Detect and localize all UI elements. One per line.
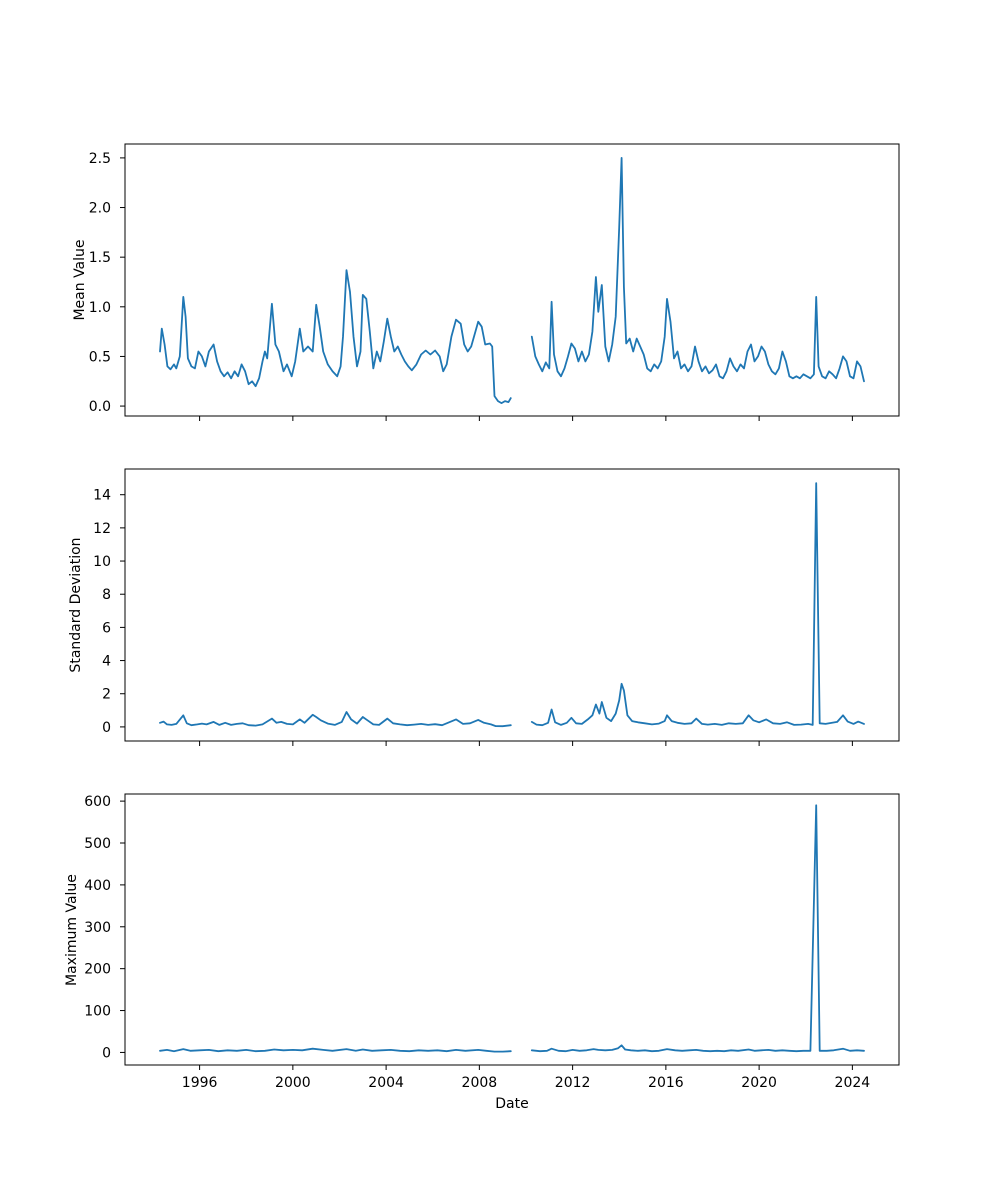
y-tick-label: 4 [102, 654, 111, 670]
data-line-segment-0-1 [530, 156, 865, 383]
x-tick-label: 2004 [368, 1075, 404, 1091]
x-tick-label: 2012 [555, 1075, 591, 1091]
xlabel-date: Date [495, 1096, 528, 1112]
y-tick-label: 0 [102, 1045, 111, 1061]
y-tick-label: 0.0 [89, 399, 111, 415]
data-line-segment-1-0 [159, 711, 512, 728]
data-line-segment-1-1 [530, 482, 865, 727]
y-tick-label: 100 [84, 1004, 111, 1020]
y-tick-label: 200 [84, 962, 111, 978]
data-line-segment-0-0 [159, 269, 512, 405]
x-tick-label: 2000 [275, 1075, 311, 1091]
x-tick-label: 2016 [648, 1075, 684, 1091]
data-line-segment-2-1 [530, 804, 865, 1053]
ylabel-maximum-value: Maximum Value [64, 874, 80, 986]
y-tick-label: 300 [84, 920, 111, 936]
y-tick-label: 2.5 [89, 151, 111, 167]
ylabel-mean-value: Mean Value [72, 239, 88, 320]
y-tick-label: 2 [102, 687, 111, 703]
y-tick-label: 500 [84, 836, 111, 852]
x-tick-label: 2020 [741, 1075, 777, 1091]
y-tick-label: 8 [102, 587, 111, 603]
axes-frame-0 [124, 143, 900, 417]
x-tick-label: 2024 [835, 1075, 871, 1091]
data-line-segment-2-0 [159, 1047, 512, 1053]
y-tick-label: 2.0 [89, 201, 111, 217]
y-tick-label: 1.5 [89, 250, 111, 266]
y-tick-label: 14 [93, 488, 111, 504]
y-tick-label: 6 [102, 620, 111, 636]
x-tick-label: 1996 [182, 1075, 218, 1091]
ylabel-standard-deviation: Standard Deviation [68, 537, 84, 672]
axes-frame-2 [124, 793, 900, 1066]
y-tick-label: 0.5 [89, 349, 111, 365]
y-tick-label: 0 [102, 720, 111, 736]
x-tick-label: 2008 [462, 1075, 498, 1091]
y-tick-label: 10 [93, 554, 111, 570]
y-tick-label: 12 [93, 521, 111, 537]
y-tick-label: 600 [84, 794, 111, 810]
axes-frame-1 [124, 468, 900, 742]
y-tick-label: 400 [84, 878, 111, 894]
y-tick-label: 1.0 [89, 300, 111, 316]
